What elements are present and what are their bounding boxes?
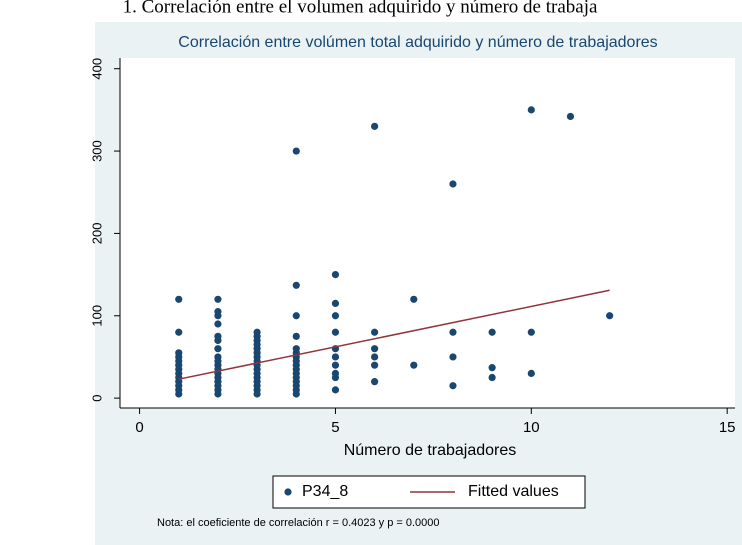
point [214, 345, 222, 353]
chart-title: Correlación entre volúmen total adquirid… [178, 34, 657, 51]
point [488, 373, 496, 382]
caption: 1. Correlación entre el volumen adquirid… [123, 0, 598, 17]
point [331, 270, 340, 279]
point [175, 390, 183, 398]
point [527, 369, 535, 378]
point [214, 336, 222, 345]
point [331, 312, 340, 320]
point [488, 364, 496, 372]
legend-label: P34_8 [302, 483, 348, 500]
point [214, 312, 222, 320]
point [331, 299, 340, 308]
legend-swatch [284, 488, 292, 496]
point [292, 147, 300, 155]
fitted-line [178, 289, 610, 380]
point [292, 312, 300, 320]
point [214, 390, 222, 398]
point [331, 328, 340, 336]
point [371, 353, 379, 361]
y-tick-label: 0 [89, 395, 104, 402]
point [527, 328, 535, 336]
point [331, 361, 340, 369]
x-tick-label: 10 [523, 419, 540, 436]
point [331, 353, 340, 361]
point [371, 361, 379, 369]
point [214, 320, 222, 328]
point [606, 312, 614, 320]
y-tick-label: 100 [89, 305, 104, 327]
point [331, 373, 340, 382]
x-axis-label: Número de trabajadores [344, 442, 517, 459]
point [292, 281, 300, 289]
x-tick-label: 0 [135, 419, 143, 436]
point [292, 332, 300, 340]
point [371, 122, 379, 130]
point [371, 345, 379, 353]
point [449, 328, 457, 336]
point [449, 353, 457, 361]
point [175, 295, 183, 303]
point [371, 378, 379, 386]
x-tick-label: 15 [719, 419, 736, 436]
plot-area [120, 58, 735, 408]
point [410, 361, 418, 369]
point [488, 328, 496, 336]
y-tick-label: 300 [89, 140, 104, 162]
note: Nota: el coeficiente de correlación r = … [157, 517, 440, 529]
point [175, 328, 183, 336]
point [410, 295, 418, 303]
y-tick-label: 200 [89, 223, 104, 245]
point [292, 390, 300, 398]
point [331, 386, 340, 394]
y-tick-label: 400 [89, 58, 104, 80]
point [214, 295, 222, 303]
point [253, 390, 261, 398]
point [449, 180, 457, 188]
legend-label: Fitted values [468, 483, 559, 500]
point [527, 106, 535, 114]
x-tick-label: 5 [331, 419, 339, 436]
point [449, 382, 457, 390]
point [371, 328, 379, 336]
point [566, 112, 575, 121]
